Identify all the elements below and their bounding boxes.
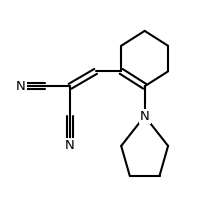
- Text: N: N: [16, 80, 26, 93]
- Text: N: N: [140, 109, 150, 123]
- Text: N: N: [65, 139, 75, 153]
